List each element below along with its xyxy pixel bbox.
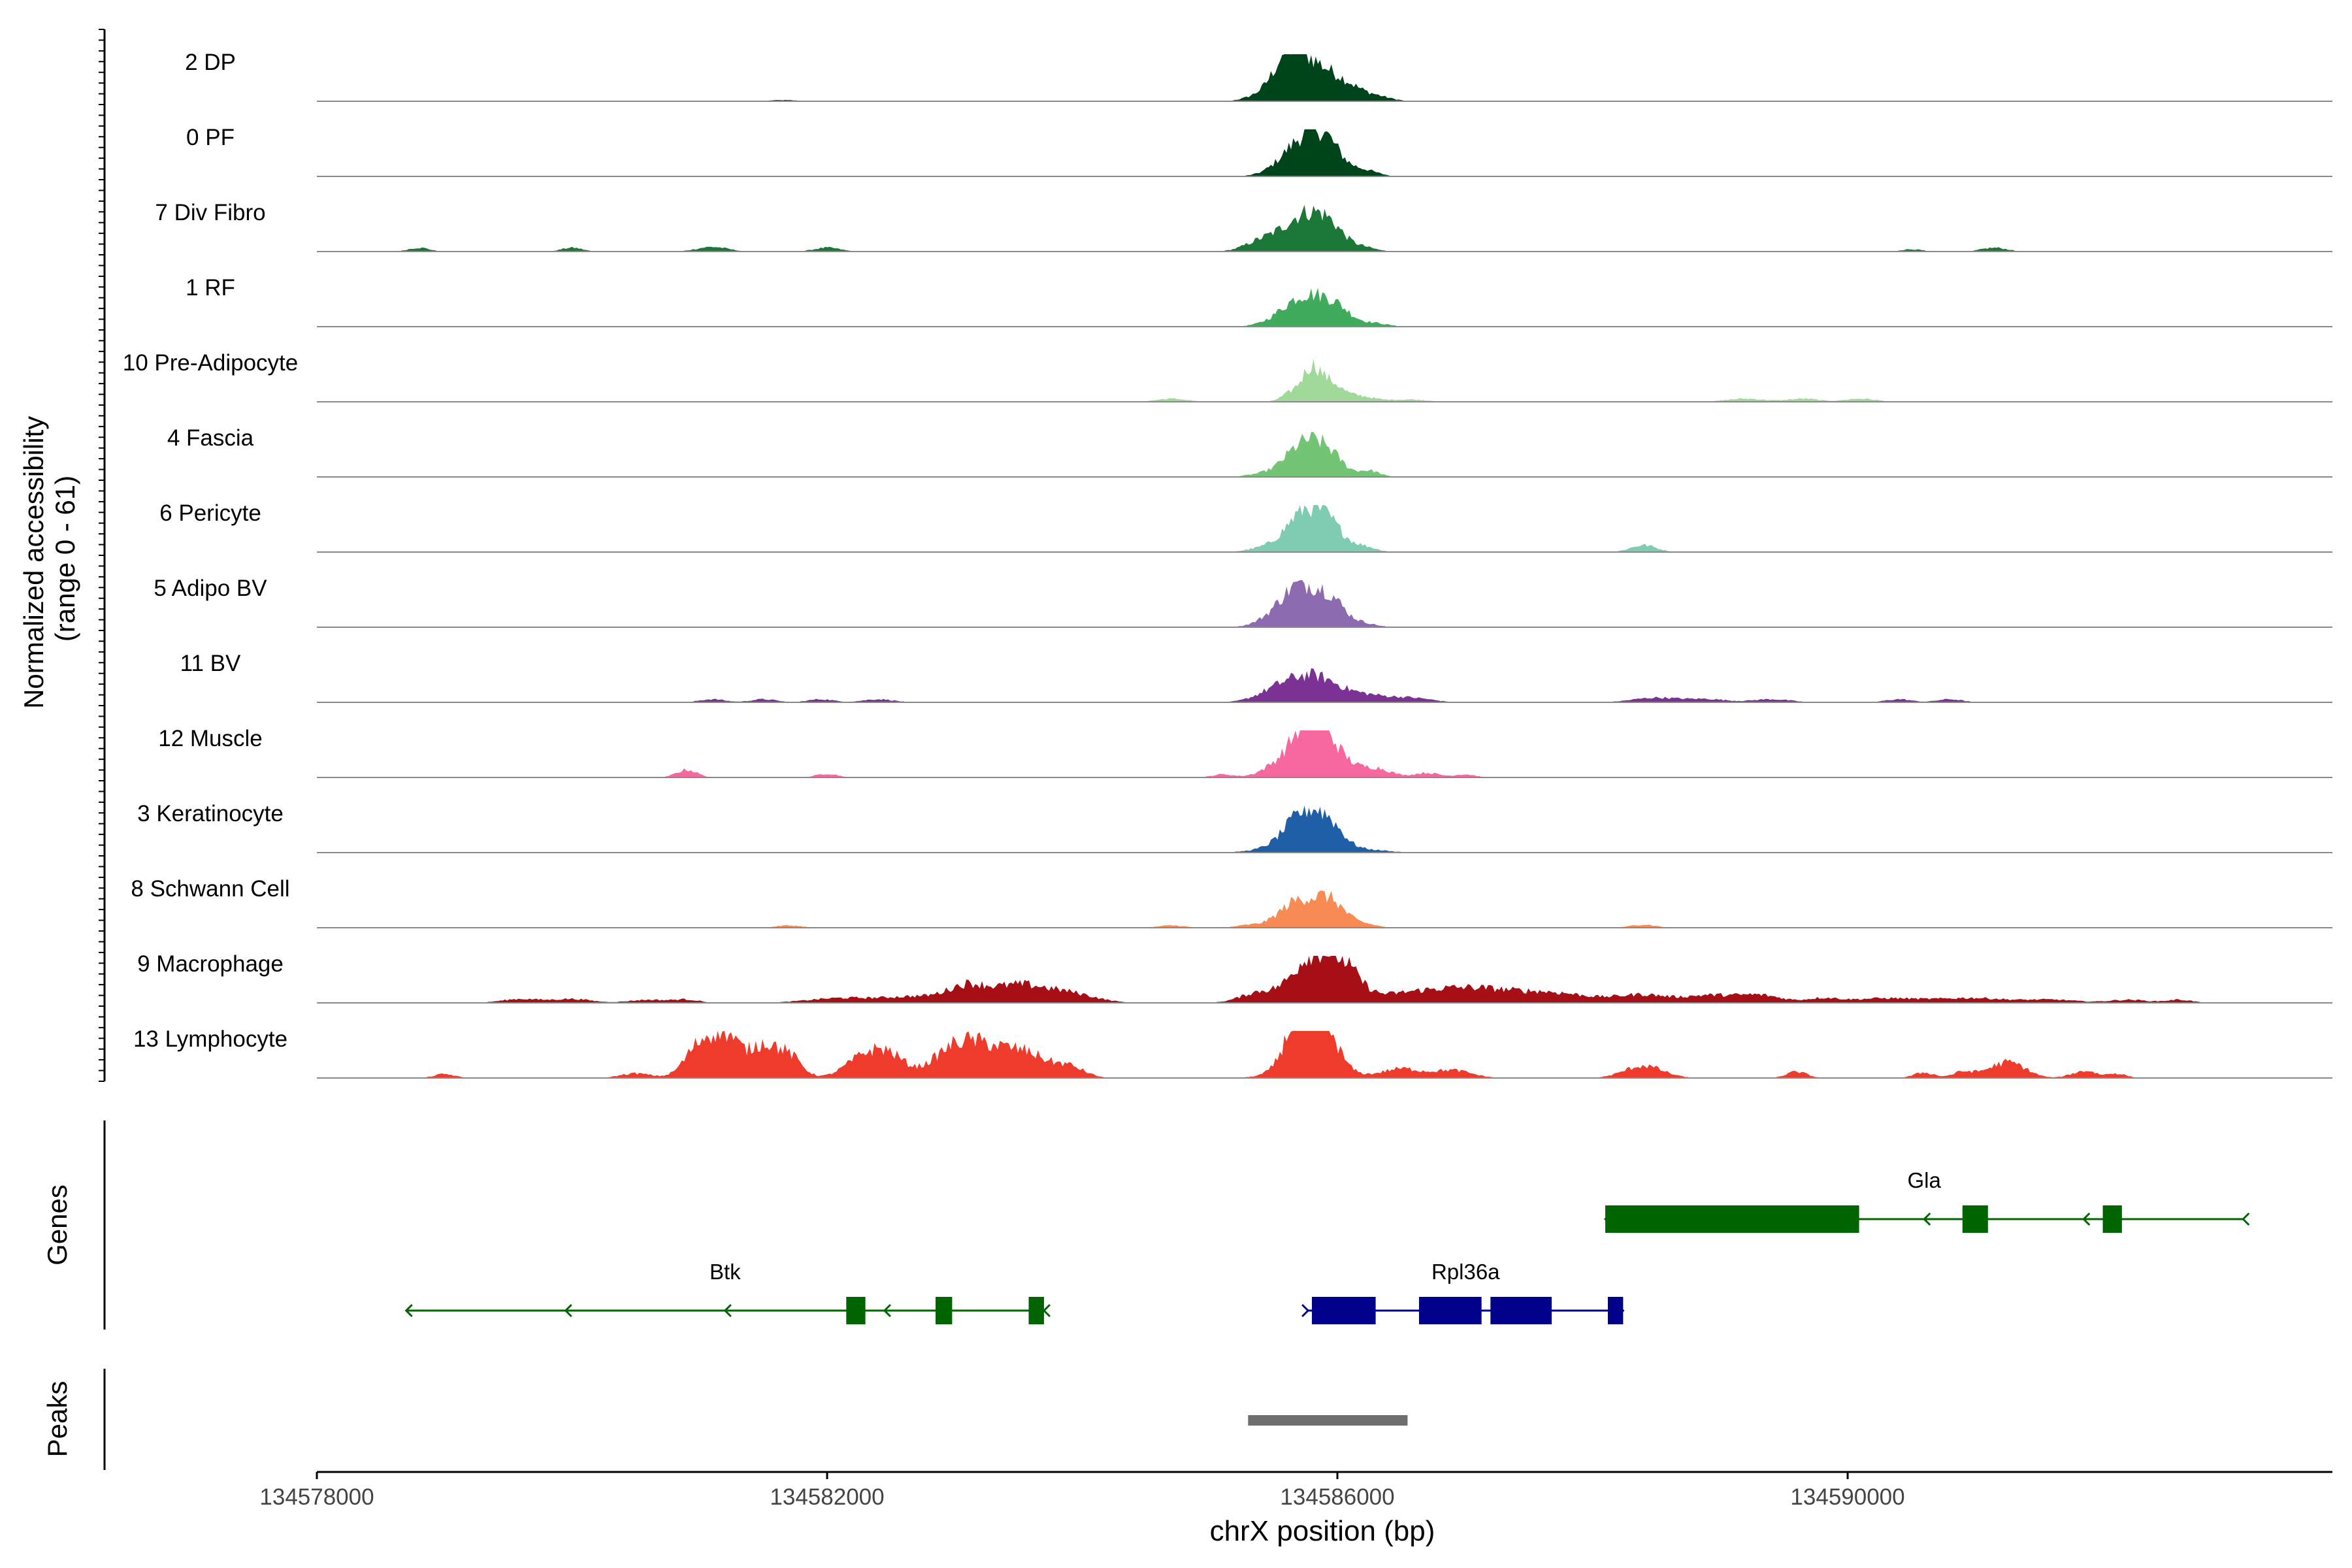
track-13: 13 Lymphocyte — [133, 1026, 2332, 1079]
coverage-area — [317, 580, 2332, 627]
x-tick-label: 134582000 — [770, 1484, 884, 1510]
coverage-area — [317, 806, 2332, 853]
strand-arrow — [1301, 1303, 1310, 1318]
peak-track — [103, 1369, 1408, 1470]
strand-arrow — [723, 1303, 732, 1318]
coverage-area — [317, 890, 2332, 928]
gene-gla: Gla — [1603, 1168, 2250, 1233]
strand-arrow — [564, 1303, 572, 1318]
strand-arrow — [2242, 1212, 2250, 1226]
gene-exon — [935, 1297, 953, 1324]
track-7: 5 Adipo BV — [154, 576, 2332, 628]
strand-arrow — [404, 1303, 413, 1318]
track-3: 1 RF — [186, 275, 2332, 327]
gene-btk: Btk — [404, 1260, 1051, 1324]
gene-exon — [1962, 1205, 1988, 1233]
track-6: 6 Pericyte — [159, 500, 2332, 553]
coverage-area — [317, 54, 2332, 101]
track-label: 13 Lymphocyte — [133, 1026, 287, 1052]
track-8: 11 BV — [180, 651, 2332, 703]
track-0: 2 DP — [185, 50, 2332, 102]
gene-track: Btk Rpl36a Gla — [103, 1120, 2250, 1330]
coverage-area — [317, 129, 2332, 176]
track-label: 6 Pericyte — [159, 500, 261, 526]
track-label: 10 Pre-Adipocyte — [123, 350, 298, 376]
track-9: 12 Muscle — [158, 726, 2332, 778]
track-label: 0 PF — [186, 125, 235, 150]
genes-panel-label: Genes — [42, 1184, 73, 1266]
track-label: 5 Adipo BV — [154, 576, 267, 601]
coverage-area — [317, 359, 2332, 402]
track-label: 9 Macrophage — [137, 951, 284, 977]
x-axis: 134578000 134582000 134586000 134590000 — [259, 1471, 2332, 1510]
track-12: 9 Macrophage — [137, 951, 2332, 1004]
track-5: 4 Fascia — [167, 425, 2332, 478]
strand-arrow — [883, 1303, 891, 1318]
strand-arrow — [1923, 1212, 1931, 1226]
peak-bar — [1248, 1415, 1408, 1426]
gene-exon — [1490, 1297, 1552, 1324]
track-1: 0 PF — [186, 125, 2332, 177]
coverage-area — [317, 287, 2332, 327]
gene-rpl36a: Rpl36a — [1301, 1260, 1625, 1324]
gene-exon — [1605, 1205, 1859, 1233]
x-axis-label: chrX position (bp) — [1210, 1515, 1435, 1547]
gene-exon — [1028, 1297, 1044, 1324]
track-4: 10 Pre-Adipocyte — [123, 350, 2332, 402]
track-11: 8 Schwann Cell — [131, 876, 2332, 928]
y-axis-label: Normalized accessibility (range 0 - 61) — [18, 408, 80, 709]
gene-exon — [846, 1297, 866, 1324]
y-axis-label-line1: Normalized accessibility — [18, 416, 49, 709]
track-label: 8 Schwann Cell — [131, 876, 289, 902]
x-tick-label: 134586000 — [1280, 1484, 1394, 1510]
track-label: 2 DP — [185, 50, 236, 75]
left-axis — [99, 29, 106, 1082]
strand-arrow — [2082, 1212, 2091, 1226]
gene-exon — [1418, 1297, 1482, 1324]
track-label: 1 RF — [186, 275, 235, 301]
coverage-area — [317, 1031, 2332, 1078]
track-2: 7 Div Fibro — [155, 200, 2332, 252]
gene-label: Rpl36a — [1431, 1260, 1500, 1284]
gene-label: Btk — [710, 1260, 741, 1284]
track-label: 7 Div Fibro — [155, 200, 265, 225]
track-label: 11 BV — [180, 651, 241, 676]
peaks-panel-label: Peaks — [42, 1381, 73, 1458]
x-tick-label: 134578000 — [259, 1484, 374, 1510]
track-label: 3 Keratinocyte — [137, 801, 284, 826]
coverage-area — [317, 505, 2332, 552]
coverage-area — [317, 204, 2332, 252]
gene-exon — [1607, 1297, 1624, 1324]
coverage-area — [317, 432, 2332, 477]
gene-exon — [2102, 1205, 2122, 1233]
coverage-tracks: 2 DP 0 PF 7 Div Fibro 1 RF 10 Pre-Adipocyte 4… — [123, 50, 2332, 1079]
x-tick-label: 134590000 — [1790, 1484, 1904, 1510]
gene-label: Gla — [1908, 1168, 1942, 1192]
y-axis-label-line2: (range 0 - 61) — [50, 476, 80, 642]
gene-exon — [1311, 1297, 1376, 1324]
coverage-area — [317, 730, 2332, 777]
coverage-area — [317, 956, 2332, 1003]
track-10: 3 Keratinocyte — [137, 801, 2332, 853]
track-label: 4 Fascia — [167, 425, 254, 451]
track-label: 12 Muscle — [158, 726, 263, 751]
coverage-area — [317, 668, 2332, 702]
